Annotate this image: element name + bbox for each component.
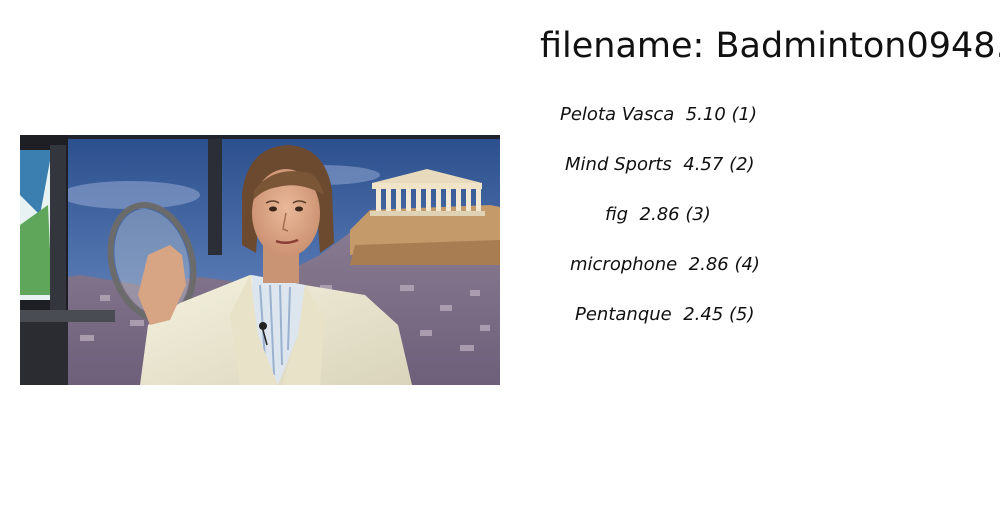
input-photo — [20, 135, 500, 385]
prediction-row-5: Pentanque 2.45 (5) — [575, 303, 755, 327]
prediction-score: 5.10 — [685, 104, 726, 125]
prediction-score: 2.45 — [683, 304, 724, 325]
photo-illustration — [20, 135, 500, 385]
prediction-label: Pentanque — [575, 304, 672, 325]
prediction-rank: (4) — [734, 254, 760, 275]
prediction-rank: (1) — [731, 104, 758, 125]
prediction-score: 2.86 — [639, 204, 680, 225]
prediction-label: microphone — [570, 254, 678, 275]
prediction-row-3: fig 2.86 (3) — [605, 203, 711, 227]
filename-title: filename: Badminton0948.png — [540, 26, 1000, 66]
prediction-score: 2.86 — [688, 254, 729, 275]
prediction-score: 4.57 — [683, 154, 724, 175]
prediction-row-1: Pelota Vasca 5.10 (1) — [560, 103, 757, 127]
prediction-label: Pelota Vasca — [560, 104, 675, 125]
prediction-row-4: microphone 2.86 (4) — [570, 253, 760, 277]
prediction-rank: (2) — [729, 154, 755, 175]
prediction-row-2: Mind Sports 4.57 (2) — [565, 153, 755, 177]
prediction-rank: (3) — [685, 204, 711, 225]
prediction-label: fig — [605, 204, 629, 225]
prediction-rank: (5) — [729, 304, 755, 325]
prediction-label: Mind Sports — [565, 154, 672, 175]
